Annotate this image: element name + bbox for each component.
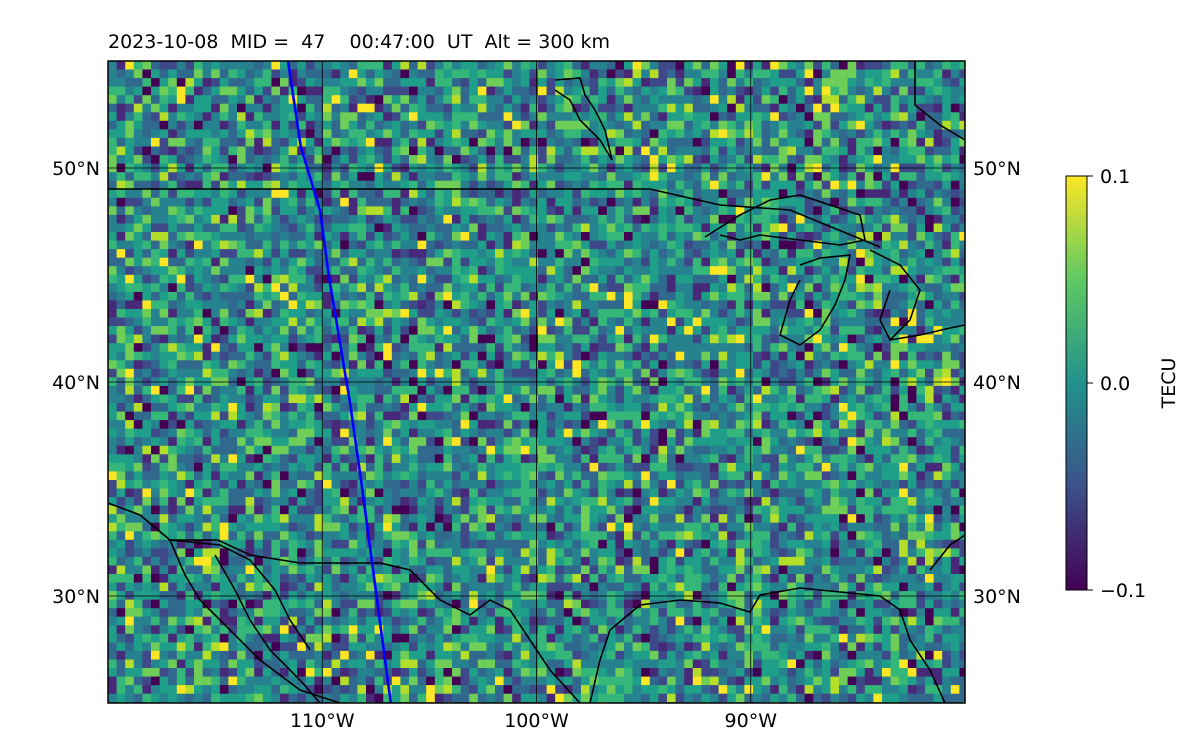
colorbar-gradient	[1066, 176, 1087, 590]
colorbar: 0.1 0.0 −0.1 TECU	[1066, 166, 1180, 602]
map-panel	[108, 61, 968, 711]
latitude-tick-label-right: 50°N	[973, 158, 1021, 180]
latitude-tick-label-right: 30°N	[973, 586, 1021, 608]
figure-title: 2023-10-08 MID = 47 00:47:00 UT Alt = 30…	[108, 31, 610, 53]
longitude-tick-label: 100°W	[504, 710, 569, 732]
longitude-tick-label: 90°W	[725, 710, 778, 732]
colorbar-label: TECU	[1158, 358, 1180, 410]
latitude-tick-label-left: 30°N	[52, 586, 100, 608]
tec-heatmap	[108, 61, 968, 711]
colorbar-tick-label-min: −0.1	[1100, 580, 1146, 602]
colorbar-tick-label-max: 0.1	[1100, 166, 1130, 188]
colorbar-tick-label-zero: 0.0	[1100, 373, 1130, 395]
latitude-tick-label-right: 40°N	[973, 372, 1021, 394]
longitude-tick-label: 110°W	[290, 710, 355, 732]
latitude-tick-label-left: 50°N	[52, 158, 100, 180]
latitude-tick-label-left: 40°N	[52, 372, 100, 394]
